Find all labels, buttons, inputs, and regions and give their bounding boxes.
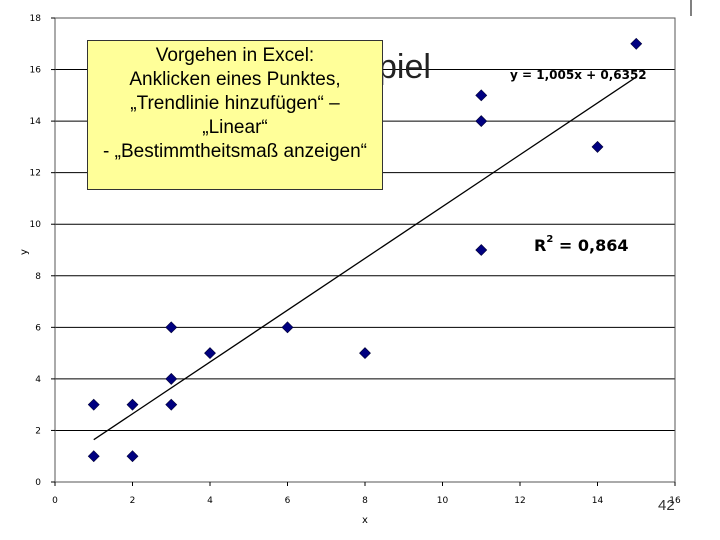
data-point [165, 398, 178, 411]
x-tick-label: 0 [52, 496, 58, 506]
x-tick-label: 10 [437, 496, 449, 506]
trendline [93, 76, 637, 441]
x-tick-label: 14 [592, 496, 604, 506]
r-squared-prefix: R [534, 236, 547, 255]
slide-title-fragment: piel [378, 48, 431, 86]
data-point [126, 450, 139, 463]
y-tick-label: 16 [30, 66, 42, 76]
data-point [591, 140, 604, 153]
y-tick-label: 12 [30, 169, 41, 179]
callout-line: Anklicken eines Punktes, [129, 69, 341, 90]
data-point [475, 89, 488, 102]
x-tick-label: 12 [514, 496, 525, 506]
data-point [281, 321, 294, 334]
trendline-equation: y = 1,005x + 0,6352 [510, 68, 647, 82]
y-tick-label: 10 [30, 220, 42, 230]
y-tick-label: 14 [30, 117, 42, 127]
data-point [165, 372, 178, 385]
data-point [630, 37, 643, 50]
y-tick-label: 18 [30, 14, 42, 24]
r-squared-exponent: 2 [546, 233, 554, 245]
data-point [87, 398, 100, 411]
data-point [475, 115, 488, 128]
x-tick-label: 16 [669, 496, 681, 506]
data-point [126, 398, 139, 411]
data-point [165, 321, 178, 334]
y-tick-label: 0 [35, 478, 41, 488]
y-tick-label: 6 [35, 323, 41, 333]
r-squared-value: = 0,864 [558, 236, 629, 255]
callout-line: „Trendlinie hinzufügen“ – [130, 93, 340, 114]
x-tick-label: 6 [285, 496, 291, 506]
callout-line: „Linear“ [202, 117, 268, 138]
callout-line: - „Bestimmtheitsmaß anzeigen“ [103, 141, 367, 162]
data-point [87, 450, 100, 463]
y-axis-ticks: 0 2 4 6 8 10 12 14 16 18 [30, 14, 55, 488]
data-point [204, 347, 216, 360]
data-point [475, 244, 488, 256]
x-axis-label: x [362, 515, 368, 526]
page-number: 42 [658, 497, 675, 514]
x-tick-label: 4 [207, 496, 213, 506]
x-tick-label: 2 [130, 496, 136, 506]
trendline-group [93, 76, 637, 441]
y-tick-label: 4 [35, 375, 41, 385]
y-tick-label: 8 [35, 272, 41, 282]
y-tick-label: 2 [35, 426, 41, 436]
x-tick-label: 8 [362, 496, 368, 506]
data-point [359, 347, 371, 360]
x-axis-ticks: 0 2 4 6 8 10 12 14 16 [52, 482, 681, 506]
callout-line: Vorgehen in Excel: [155, 45, 315, 66]
y-axis-label: y [19, 249, 30, 255]
data-points [87, 37, 643, 463]
excel-instructions-callout: Vorgehen in Excel: Anklicken eines Punkt… [87, 40, 383, 190]
r-squared-label: R2 = 0,864 [534, 233, 629, 255]
